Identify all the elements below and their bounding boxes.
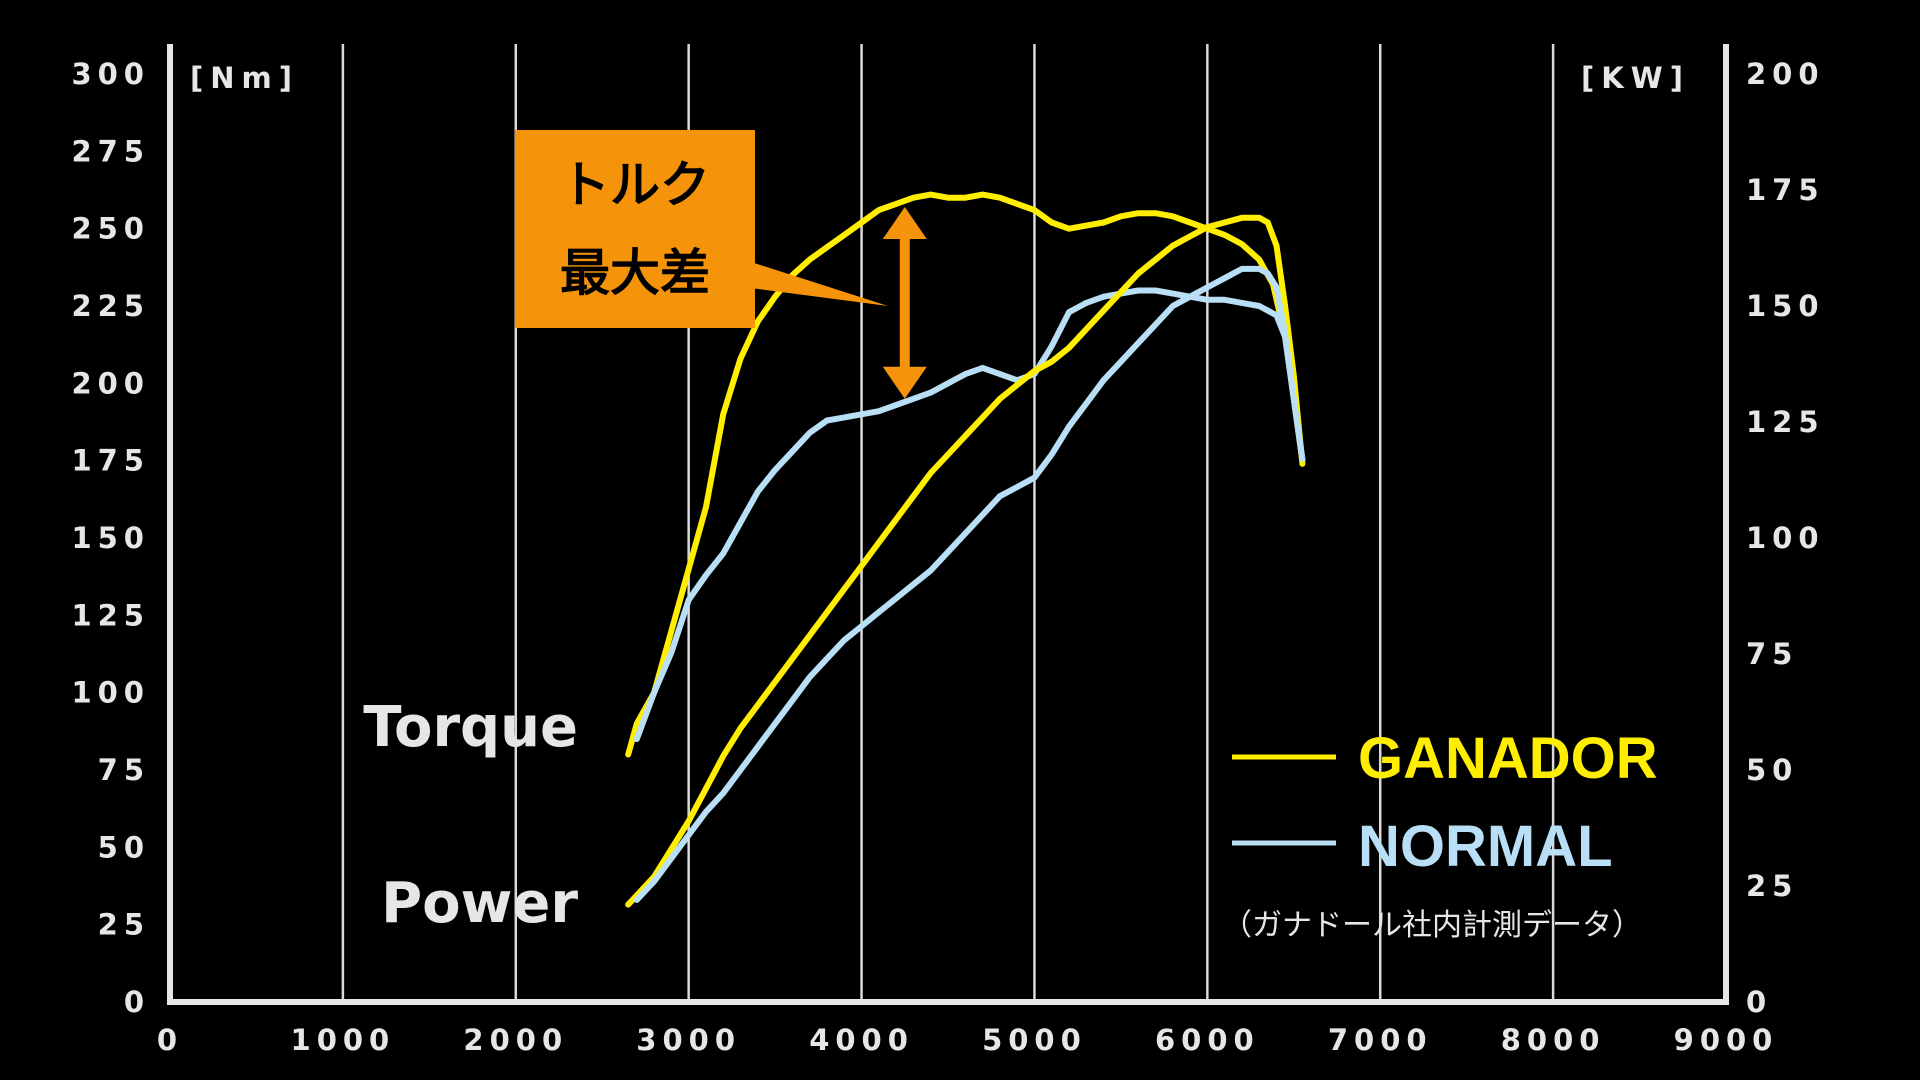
right-tick-4: 100 [1746,521,1825,555]
legend: GANADOR NORMAL （ガナドール社内計測データ） [1222,726,1658,943]
torque-label: Torque [363,695,578,760]
legend-label-normal: NORMAL [1358,814,1613,879]
callout-pointer [720,252,888,306]
x-tick-9: 9000 [1674,1023,1779,1057]
x-tick-6: 6000 [1155,1023,1260,1057]
left-tick-6: 150 [71,521,150,555]
left-axis-unit: [Nm] [190,61,299,95]
right-axis-unit: [KW] [1581,61,1690,95]
left-tick-1: 25 [98,908,150,942]
right-tick-8: 200 [1746,57,1825,91]
torque-max-difference-annotation: トルク 最大差 [515,130,927,399]
arrow-head-up [882,207,927,240]
right-tick-2: 50 [1746,753,1798,787]
right-tick-1: 25 [1746,869,1798,903]
curve-ganador-torque [625,191,1306,758]
left-tick-7: 175 [71,444,150,478]
x-tick-3: 3000 [636,1023,741,1057]
x-tick-2: 2000 [463,1023,568,1057]
annotation-line1: トルク [560,156,710,214]
right-tick-6: 150 [1746,289,1825,323]
curve-normal-power [633,265,1306,903]
axes [167,44,1729,1005]
annotation-box [515,130,755,328]
annotation-line2: 最大差 [560,244,710,302]
data-source-note: （ガナドール社内計測データ） [1222,908,1642,943]
left-tick-8: 200 [71,366,150,400]
left-tick-5: 125 [71,598,150,632]
legend-label-ganador: GANADOR [1358,726,1658,791]
left-tick-2: 50 [98,830,150,864]
x-tick-0: 0 [157,1023,183,1057]
x-tick-7: 7000 [1328,1023,1433,1057]
x-tick-4: 4000 [809,1023,914,1057]
left-tick-4: 100 [71,676,150,710]
left-axis-ticks: 0 25 50 75 100 125 150 175 200 225 250 275 300 [71,57,150,1019]
left-tick-0: 0 [124,985,150,1019]
x-tick-1: 1000 [291,1023,396,1057]
right-axis-ticks: 0 25 50 75 100 125 150 175 200 [1746,57,1825,1019]
left-tick-10: 250 [71,212,150,246]
x-tick-5: 5000 [982,1023,1087,1057]
right-tick-3: 75 [1746,637,1798,671]
left-tick-9: 225 [71,289,150,323]
left-tick-12: 300 [71,57,150,91]
arrow-head-down [882,366,927,399]
x-tick-8: 8000 [1501,1023,1606,1057]
curve-ganador-power [625,214,1306,908]
x-axis-ticks: 0 1000 2000 3000 4000 5000 6000 7000 8000 9000 [157,1023,1779,1057]
right-tick-0: 0 [1746,985,1772,1019]
curve-normal-torque [633,287,1306,743]
left-tick-3: 75 [98,753,150,787]
left-tick-11: 275 [71,134,150,168]
right-tick-5: 125 [1746,405,1825,439]
double-arrow [882,207,927,399]
power-label: Power [381,871,578,936]
right-tick-7: 175 [1746,173,1825,207]
series-curves [625,191,1306,908]
